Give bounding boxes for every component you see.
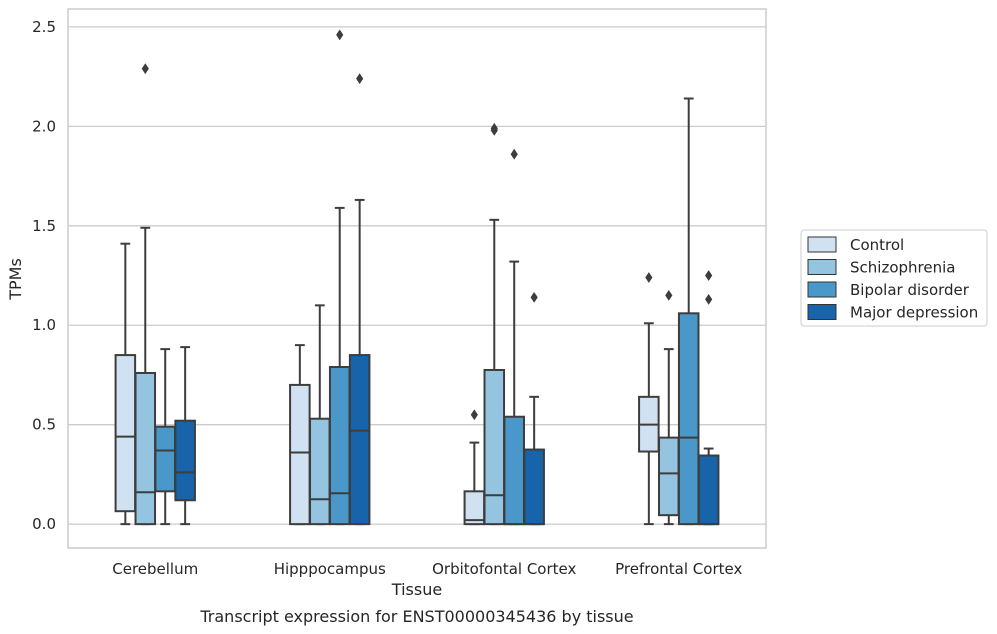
box [463,409,486,526]
box-body [328,366,351,526]
series-major-depression [174,73,720,526]
box-body [309,417,331,526]
outlier-point [705,270,713,281]
box [638,272,660,526]
legend-swatch [807,304,837,320]
outlier-point [470,409,478,421]
y-tick-label: 0.5 [32,416,56,434]
box [328,29,351,526]
box-body [523,448,545,526]
box-body [289,383,311,526]
box-body [697,454,720,526]
outlier-point [356,73,364,85]
outlier-point [530,291,538,303]
series-control [114,242,660,526]
box [658,290,680,526]
box-body [154,425,176,493]
x-axis-ticks: Cerebellum Hipppocampus Orbitofontal Corte… [112,560,742,578]
legend: Control Schizophrenia Bipolar disorder Majo… [800,229,988,327]
box-body [174,419,196,502]
series-bipolar-disorder [154,29,700,526]
box-body [114,354,137,513]
x-axis-title: Tissue [391,580,442,599]
box [114,242,137,526]
plot-area-frame [67,8,767,549]
box [483,122,506,526]
outlier-point [705,293,713,305]
outlier-point [336,29,344,41]
box [154,348,176,526]
box-body [348,354,371,526]
box [677,97,700,526]
box-body [658,436,680,517]
x-tick-label: Orbitofontal Cortex [432,560,576,578]
legend-label: Bipolar disorder [850,281,970,299]
box-body [134,371,157,526]
y-axis-title: TPMs [6,258,25,301]
x-tick-label: Prefrontal Cortex [615,560,742,578]
box [697,270,720,526]
outlier-point [645,272,653,283]
chart-caption: Transcript expression for ENST0000034543… [199,607,633,626]
box-body [677,312,700,526]
box [134,63,157,526]
box [503,148,525,526]
legend-label: Schizophrenia [850,259,955,277]
series-schizophrenia [134,63,680,526]
box [348,73,371,526]
y-tick-label: 2.0 [32,117,56,135]
y-tick-label: 1.0 [32,316,56,334]
legend-swatch [807,236,837,253]
x-tick-label: Cerebellum [112,560,198,578]
box [174,346,196,526]
y-axis-ticks: 0.0 0.5 1.0 1.5 2.0 2.5 [32,18,56,533]
outlier-point [510,148,518,160]
legend-frame [800,229,988,327]
legend-label: Control [850,236,904,254]
outlier-point [141,63,149,75]
y-tick-label: 2.5 [32,18,56,36]
y-tick-label: 1.5 [32,217,56,235]
box-series [114,29,720,526]
box [289,344,311,526]
legend-swatch [807,281,837,298]
outlier-point [665,290,673,301]
outlier-point [490,122,498,134]
legend-label: Major depression [850,304,978,322]
x-tick-label: Hipppocampus [274,560,386,578]
y-tick-label: 0.0 [32,515,56,533]
box [309,304,331,526]
box-body [483,368,506,526]
legend-swatch [807,259,837,275]
box-body [503,415,525,526]
box [523,291,545,526]
